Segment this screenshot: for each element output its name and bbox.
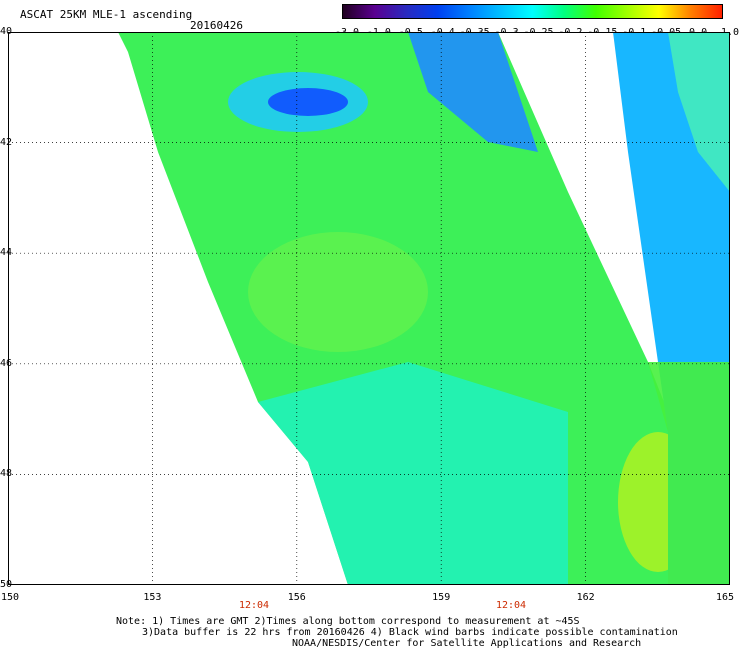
lat-label: 40	[0, 26, 13, 37]
swath-left-blue-top	[408, 32, 538, 152]
lon-label: 165	[715, 592, 735, 603]
lon-label: 159	[432, 592, 451, 603]
colorbar	[342, 4, 723, 19]
lat-label: 44	[0, 247, 13, 259]
lat-label: 42	[0, 136, 13, 148]
green-patch	[248, 232, 428, 352]
footer-note-line2: 3)Data buffer is 22 hrs from 20160426 4)…	[142, 627, 678, 638]
swath-right-green	[668, 32, 730, 192]
map-panel	[8, 32, 730, 585]
footer-note-line1: Note: 1) Times are GMT 2)Times along bot…	[116, 616, 580, 627]
map-frame	[8, 32, 730, 585]
lat-label: 50	[0, 579, 13, 590]
swath-right-lower	[648, 362, 730, 585]
lon-label: 153	[143, 592, 162, 603]
lat-label: 46	[0, 357, 13, 369]
date-label: 20160426	[190, 19, 243, 32]
low-patch-core	[268, 88, 348, 116]
time-label: 12:04	[495, 600, 527, 611]
time-label: 12:04	[238, 600, 270, 611]
footer-note-line3: NOAA/NESDIS/Center for Satellite Applica…	[292, 638, 642, 649]
colorbar-tick-label: 1.0	[720, 27, 740, 38]
gridlines	[8, 32, 730, 585]
lon-label: 150	[0, 592, 20, 603]
lat-label: 48	[0, 468, 13, 480]
title: ASCAT 25KM MLE-1 ascending	[20, 8, 193, 21]
swath-left-cyan-bottom	[258, 362, 568, 585]
lon-label: 162	[576, 592, 595, 603]
lon-label: 156	[287, 592, 306, 603]
